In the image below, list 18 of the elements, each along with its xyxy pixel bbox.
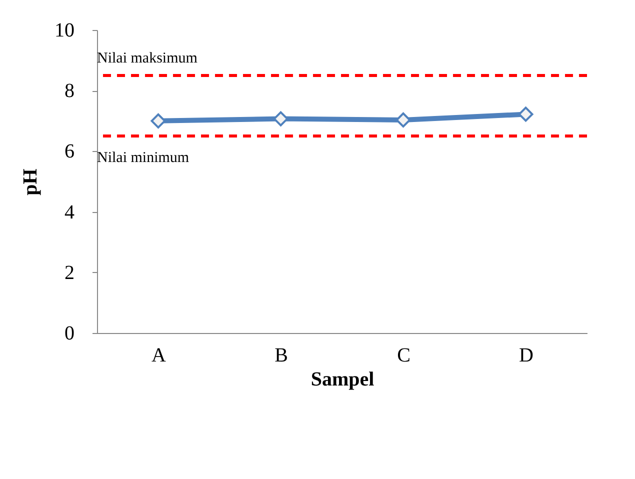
y-tick-label: 10 (54, 20, 74, 42)
point (518, 106, 534, 122)
y-axis-title: pH (20, 168, 42, 196)
point (150, 113, 166, 128)
y-tick-label: 8 (64, 80, 74, 102)
x-tick-label: B (274, 344, 288, 366)
y-tick-label: 6 (64, 140, 74, 163)
y-tick-label: 2 (64, 262, 74, 284)
point (396, 112, 411, 128)
ref-line-label: Nilai minimum (97, 150, 190, 166)
x-tick-label: A (152, 344, 167, 366)
x-axis-title: Sampel (310, 368, 375, 390)
ref-line-label: Nilai maksimum (97, 50, 198, 66)
y-tick-label: 4 (64, 201, 74, 224)
x-tick-label: C (397, 344, 410, 366)
y-tick-label: 0 (64, 322, 74, 344)
point (273, 111, 288, 126)
x-tick-label: D (519, 344, 534, 366)
